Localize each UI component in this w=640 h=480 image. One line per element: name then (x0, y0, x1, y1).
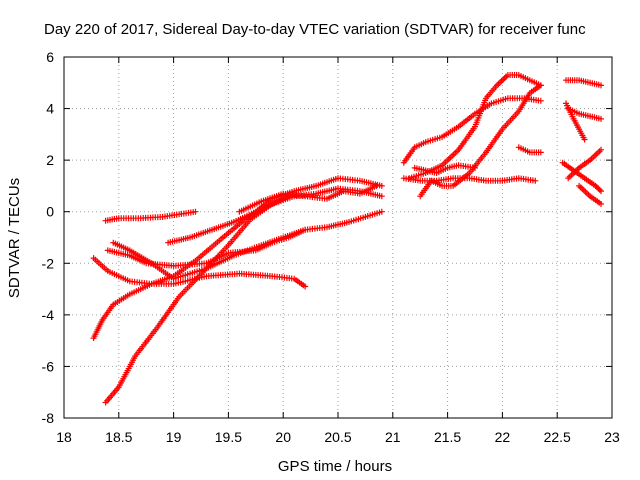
y-tick-label: -4 (42, 307, 55, 323)
series-markers (565, 146, 604, 182)
x-tick-label: 23 (604, 429, 620, 445)
series-markers (563, 100, 588, 143)
x-tick-label: 21 (385, 429, 401, 445)
grid-lines (64, 57, 612, 418)
x-tick-label: 19 (166, 429, 182, 445)
x-tick-label: 19.5 (215, 429, 242, 445)
x-tick-label: 22 (495, 429, 511, 445)
y-tick-label: 0 (46, 204, 54, 220)
series-markers (104, 226, 309, 269)
x-tick-label: 18.5 (105, 429, 132, 445)
series-markers (165, 175, 385, 246)
series-markers (563, 77, 604, 89)
y-tick-label: -2 (42, 255, 55, 271)
chart-title: Day 220 of 2017, Sidereal Day-to-day VTE… (44, 21, 586, 38)
y-tick-label: 2 (46, 152, 54, 168)
x-tick-label: 18 (56, 429, 72, 445)
series-track-s (565, 146, 604, 182)
series-markers (417, 82, 544, 200)
y-tick-label: 4 (46, 101, 54, 117)
axis-ticks: 18 18.5 19 19.5 20 20.5 21 21.5 22 22.5 23-8-6-4-2… (42, 49, 620, 445)
series-track-n (515, 144, 544, 156)
series-markers (102, 208, 199, 224)
series-track-d (90, 255, 309, 290)
series-markers (411, 162, 478, 176)
series-track-l (417, 82, 544, 200)
series-track-p (563, 100, 588, 143)
series-markers (515, 144, 544, 156)
y-tick-label: -6 (42, 358, 55, 374)
x-tick-label: 20 (275, 429, 291, 445)
x-tick-label: 22.5 (544, 429, 571, 445)
series-markers (400, 95, 544, 166)
series-track-q (565, 105, 604, 122)
y-axis-label: SDTVAR / TECUs (6, 178, 23, 298)
y-tick-label: 6 (46, 49, 54, 65)
series-markers (236, 182, 380, 215)
series-track-m (411, 162, 478, 176)
series-track-b (104, 226, 309, 269)
series-track-t (576, 182, 604, 207)
series-track-a (102, 208, 199, 224)
x-tick-label: 20.5 (324, 429, 351, 445)
series-track-h (236, 182, 380, 215)
x-tick-label: 21.5 (434, 429, 461, 445)
x-axis-label: GPS time / hours (278, 458, 392, 475)
series-track-g (165, 175, 385, 246)
data-series (90, 72, 604, 406)
y-tick-label: -8 (42, 410, 55, 426)
series-markers (565, 105, 604, 122)
series-markers (110, 208, 385, 282)
series-track-c (110, 208, 385, 282)
series-markers (90, 255, 309, 290)
series-markers (576, 182, 604, 207)
series-track-i (400, 95, 544, 166)
series-track-o (563, 77, 604, 89)
